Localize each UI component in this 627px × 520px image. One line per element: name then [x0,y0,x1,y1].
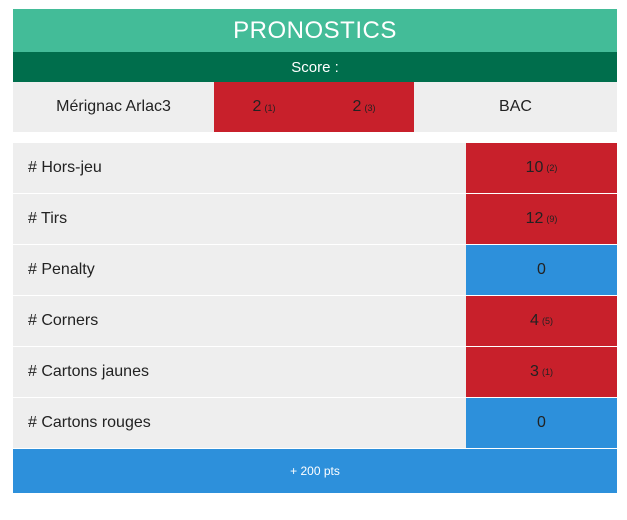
stat-row-red-cards: # Cartons rouges 0 [13,398,617,449]
stat-row-penalty: # Penalty 0 [13,245,617,296]
pronostics-card: PRONOSTICS Score : Mérignac Arlac3 2 (1) … [13,9,617,493]
stat-label: # Tirs [28,210,68,227]
stat-value[interactable]: 0 [466,398,617,448]
stat-label: # Corners [28,312,99,329]
stat-row-offsides: # Hors-jeu 10 (2) [13,143,617,194]
stat-label: # Cartons jaunes [28,363,149,380]
stat-label: # Hors-jeu [28,159,102,176]
stat-points: (2) [546,163,558,173]
stat-label: # Cartons rouges [28,414,151,431]
stat-label: # Penalty [28,261,95,278]
stat-value[interactable]: 10 (2) [466,143,617,193]
stat-row-shots: # Tirs 12 (9) [13,194,617,245]
away-team-name: BAC [499,98,532,115]
score-box[interactable]: 2 (1) 2 (3) [214,82,414,132]
stat-row-corners: # Corners 4 (5) [13,296,617,347]
stat-value[interactable]: 12 (9) [466,194,617,244]
stat-value[interactable]: 3 (1) [466,347,617,397]
home-team-name: Mérignac Arlac3 [56,98,171,115]
away-score-points: (3) [364,103,376,113]
stat-value[interactable]: 0 [466,245,617,295]
home-score: 2 (1) [252,98,276,115]
score-row: Mérignac Arlac3 2 (1) 2 (3) BAC [13,82,617,132]
page-title: PRONOSTICS [13,9,617,52]
divider [13,132,617,143]
score-label: Score : [13,52,617,82]
stat-points: (9) [546,214,558,224]
stat-row-yellow-cards: # Cartons jaunes 3 (1) [13,347,617,398]
stat-value[interactable]: 4 (5) [466,296,617,346]
total-points-button[interactable]: + 200 pts [13,449,617,493]
stat-points: (1) [541,367,553,377]
away-score: 2 (3) [352,98,376,115]
stat-points: (5) [541,316,553,326]
home-score-points: (1) [264,103,276,113]
